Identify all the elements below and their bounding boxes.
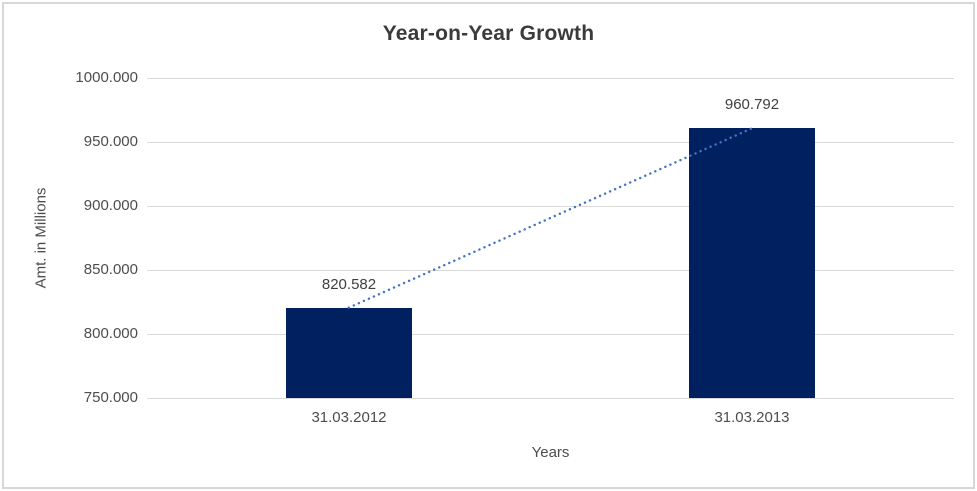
- x-axis-title: Years: [531, 444, 570, 461]
- y-axis-tick-label: 850.000: [83, 261, 138, 278]
- gridline: [147, 334, 954, 335]
- gridline: [147, 206, 954, 207]
- gridline: [147, 398, 954, 399]
- y-axis-tick-label: 950.000: [83, 133, 138, 150]
- chart-title: Year-on-Year Growth: [382, 22, 595, 45]
- gridline: [147, 142, 954, 143]
- bar-value-label: 820.582: [321, 276, 377, 293]
- bar-value-label: 960.792: [724, 96, 780, 113]
- bar-31.03.2013[interactable]: [689, 128, 815, 398]
- gridline: [147, 270, 954, 271]
- x-axis-category-label: 31.03.2012: [311, 409, 387, 426]
- y-axis-tick-label: 800.000: [83, 325, 138, 342]
- bar-31.03.2012[interactable]: [286, 308, 412, 398]
- gridline: [147, 78, 954, 79]
- y-axis-tick-label: 750.000: [83, 389, 138, 406]
- y-axis-title: Amt. in Millions: [32, 187, 50, 289]
- y-axis-tick-label: 900.000: [83, 197, 138, 214]
- y-axis-tick-label: 1000.000: [75, 69, 138, 86]
- x-axis-category-label: 31.03.2013: [714, 409, 790, 426]
